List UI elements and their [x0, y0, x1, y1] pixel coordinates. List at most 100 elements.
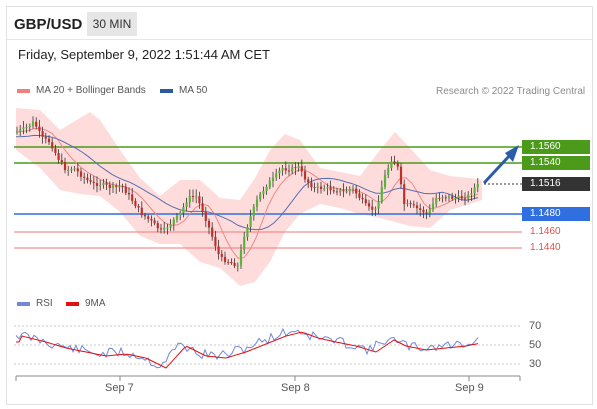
candle-body [310, 182, 313, 188]
candle-body [406, 203, 409, 205]
legend-ma20-bollinger: MA 20 + Bollinger Bands [17, 85, 146, 96]
candle-body [79, 171, 83, 177]
candle-body [124, 186, 127, 193]
candle-body [188, 196, 191, 203]
timeframe-badge[interactable]: 30 MIN [87, 12, 137, 36]
legend-ma50: MA 50 [160, 85, 207, 96]
candle-body [175, 215, 179, 220]
legend-swatch-ma20 [17, 88, 30, 93]
candle-body [313, 187, 316, 189]
candle-body [291, 167, 294, 172]
candle-body [390, 161, 393, 168]
candle-body [233, 262, 236, 267]
header-divider [6, 39, 593, 40]
legend-swatch-rsi [17, 301, 30, 306]
candle-body [358, 193, 361, 198]
candle-body [419, 208, 422, 210]
rsi-level-30: 30 [529, 358, 542, 370]
candle-body [425, 212, 428, 214]
candle-body [454, 198, 457, 199]
candle-body [198, 196, 201, 204]
legend-rsi-9ma: 9MA [66, 298, 106, 309]
candle-body [131, 194, 134, 201]
bollinger-band-area [16, 108, 482, 286]
candle-body [147, 216, 150, 219]
candle-body [217, 246, 220, 254]
candle-body [393, 161, 396, 164]
chart-widget-frame [6, 6, 593, 405]
candle-body [387, 168, 390, 175]
candle-body [60, 160, 63, 162]
candle-body [252, 206, 255, 217]
candle-body [239, 249, 243, 266]
candle-body [41, 131, 44, 137]
candlesticks [15, 116, 479, 272]
candle-body [444, 197, 447, 199]
candle-body [105, 182, 108, 185]
legend-swatch-9ma [66, 301, 79, 306]
candle-body [15, 131, 19, 133]
candle-body [435, 197, 438, 204]
candle-body [403, 184, 406, 205]
legend-label-rsi: RSI [36, 298, 53, 309]
candle-body [51, 142, 54, 149]
candle-body [383, 174, 387, 187]
candle-body [31, 121, 35, 126]
candle-body [25, 127, 28, 129]
candle-body [431, 203, 435, 210]
candle-body [204, 212, 207, 221]
legend-label-ma20: MA 20 + Bollinger Bands [36, 85, 146, 96]
candle-body [95, 183, 99, 186]
candle-body [355, 188, 358, 194]
candle-body [380, 187, 383, 202]
candle-body [271, 177, 275, 182]
candle-body [185, 202, 188, 207]
candle-body [451, 196, 454, 199]
candle-body [47, 138, 51, 143]
candle-body [102, 182, 105, 185]
candle-body [67, 169, 70, 171]
candle-body [374, 208, 377, 210]
candle-body [134, 200, 137, 207]
price-label-1560: 1.1560 [522, 140, 590, 154]
candle-body [35, 121, 38, 127]
candle-body [108, 184, 111, 189]
candle-body [150, 218, 153, 221]
candle-body [118, 186, 121, 188]
legend-label-ma50: MA 50 [179, 85, 208, 96]
legend-swatch-ma50 [160, 88, 173, 93]
candle-body [438, 197, 441, 199]
candle-body [275, 173, 278, 178]
candle-body [307, 179, 310, 183]
rsi-level-70: 70 [529, 320, 542, 332]
candle-body [166, 227, 169, 229]
candle-body [249, 216, 252, 228]
price-label-1540: 1.1540 [522, 156, 590, 170]
candle-body [396, 163, 399, 167]
candle-body [287, 170, 291, 172]
candle-body [159, 228, 163, 230]
candle-body [412, 204, 415, 206]
candle-body [364, 199, 367, 204]
candle-body [467, 194, 470, 199]
candle-body [220, 253, 223, 257]
rsi-9ma-line [16, 331, 479, 369]
candle-body [409, 203, 412, 205]
price-label-1480: 1.1480 [522, 207, 590, 221]
candle-body [323, 188, 326, 190]
candle-body [463, 198, 467, 200]
candle-body [99, 185, 102, 186]
legend-label-9ma: 9MA [85, 298, 106, 309]
candle-body [121, 186, 124, 188]
candle-body [70, 169, 73, 171]
candle-body [345, 191, 348, 193]
candle-body [92, 181, 95, 184]
candle-body [268, 181, 271, 187]
candle-body [223, 256, 227, 262]
legend-rsi: RSI [17, 298, 53, 309]
candle-body [303, 171, 307, 180]
candle-body [470, 193, 473, 195]
price-label-1460: 1.1460 [530, 226, 561, 237]
candle-body [195, 196, 198, 198]
